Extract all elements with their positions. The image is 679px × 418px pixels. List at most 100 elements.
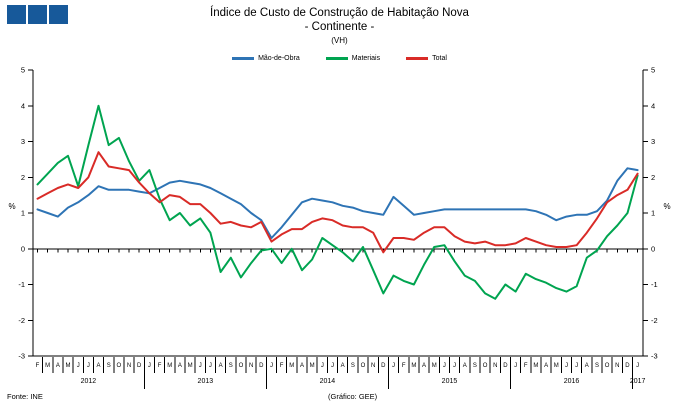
- axis-label: J: [331, 363, 334, 369]
- axis-label: D: [381, 363, 386, 369]
- axis-label: N: [371, 363, 375, 369]
- legend-label: Materiais: [351, 55, 381, 62]
- axis-label: F: [158, 363, 162, 369]
- axis-label: -1: [651, 280, 658, 289]
- axis-label: A: [585, 363, 589, 369]
- axis-label: J: [270, 363, 273, 369]
- axis-label: J: [199, 363, 202, 369]
- axis-label: %: [663, 202, 670, 211]
- source-note: Fonte: INE: [7, 392, 43, 401]
- axis-label: O: [605, 363, 610, 369]
- axis-label: J: [636, 363, 639, 369]
- axis-label: M: [188, 363, 193, 369]
- axis-label: %: [8, 202, 15, 211]
- gee-logo: [7, 5, 68, 24]
- axis-label: 3: [651, 137, 655, 146]
- axis-label: -2: [651, 316, 658, 325]
- axis-label: 2: [651, 173, 655, 182]
- axis-label: 2: [21, 173, 25, 182]
- axis-label: S: [595, 363, 599, 369]
- axis-label: 1: [651, 209, 655, 218]
- axis-label: 2013: [198, 378, 214, 385]
- legend-label: Mão-de-Obra: [258, 55, 300, 62]
- axis-label: N: [249, 363, 253, 369]
- axis-label: D: [503, 363, 508, 369]
- axis-label: M: [432, 363, 437, 369]
- axis-label: N: [615, 363, 619, 369]
- axis-label: A: [422, 363, 426, 369]
- chart-unit-label: (VH): [331, 35, 348, 45]
- axis-label: M: [310, 363, 315, 369]
- legend-line-icon: [406, 57, 429, 60]
- axis-label: O: [117, 363, 122, 369]
- axis-label: O: [239, 363, 244, 369]
- legend-label: Total: [432, 55, 447, 62]
- axis-label: J: [87, 363, 90, 369]
- axis-label: A: [56, 363, 60, 369]
- axis-label: 1: [21, 209, 25, 218]
- axis-label: J: [77, 363, 80, 369]
- axis-label: M: [411, 363, 416, 369]
- legend-item-total: Total: [406, 55, 447, 62]
- axis-label: 2016: [564, 378, 580, 385]
- axis-label: -3: [18, 352, 25, 361]
- axis-label: J: [392, 363, 395, 369]
- axis-label: M: [554, 363, 559, 369]
- axis-label: M: [289, 363, 294, 369]
- axis-label: 2015: [442, 378, 458, 385]
- axis-label: D: [259, 363, 264, 369]
- axis-label: A: [178, 363, 182, 369]
- axis-label: N: [493, 363, 497, 369]
- axis-label: F: [524, 363, 528, 369]
- axis-label: D: [625, 363, 630, 369]
- axis-label: F: [402, 363, 406, 369]
- axis-label: M: [167, 363, 172, 369]
- axis-label: 0: [21, 244, 25, 253]
- axis-label: A: [219, 363, 223, 369]
- chart-title: Índice de Custo de Construção de Habitaç…: [210, 7, 469, 19]
- axis-label: J: [575, 363, 578, 369]
- axis-label: 2017: [630, 378, 646, 385]
- axis-label: A: [97, 363, 101, 369]
- logo-square-icon: [7, 5, 26, 24]
- axis-label: S: [229, 363, 233, 369]
- axis-label: D: [137, 363, 142, 369]
- title-block: Índice de Custo de Construção de Habitaç…: [0, 6, 679, 46]
- axis-label: 5: [21, 66, 25, 75]
- axis-label: 2012: [81, 378, 97, 385]
- axis-label: 4: [21, 101, 25, 110]
- logo-square-icon: [28, 5, 47, 24]
- axis-label: 0: [651, 244, 655, 253]
- axis-label: J: [209, 363, 212, 369]
- axis-label: -1: [18, 280, 25, 289]
- series-line-total: [36, 151, 639, 254]
- axis-label: -3: [651, 352, 658, 361]
- axis-label: 3: [21, 137, 25, 146]
- credit-note: (Gráfico: GEE): [328, 392, 378, 401]
- axis-label: J: [321, 363, 324, 369]
- series-line-materiais: [36, 104, 639, 300]
- axis-label: A: [463, 363, 467, 369]
- axis-label: A: [544, 363, 548, 369]
- legend-item-materiais: Materiais: [325, 55, 381, 62]
- legend-line-icon: [232, 57, 255, 60]
- chart-subtitle: - Continente -: [304, 21, 375, 34]
- axis-label: N: [127, 363, 131, 369]
- axis-label: O: [483, 363, 488, 369]
- axis-label: J: [443, 363, 446, 369]
- legend: Mão-de-Obra Materiais Total: [0, 55, 679, 62]
- logo-square-icon: [49, 5, 68, 24]
- series-line-m-o-de-obra: [36, 167, 639, 239]
- axis-label: J: [148, 363, 151, 369]
- axis-label: 2014: [320, 378, 336, 385]
- axis-label: 5: [651, 66, 655, 75]
- axis-label: O: [361, 363, 366, 369]
- axis-label: M: [533, 363, 538, 369]
- legend-item-mao-de-obra: Mão-de-Obra: [232, 55, 300, 62]
- axis-label: -2: [18, 316, 25, 325]
- axis-label: S: [351, 363, 355, 369]
- axis-label: A: [300, 363, 304, 369]
